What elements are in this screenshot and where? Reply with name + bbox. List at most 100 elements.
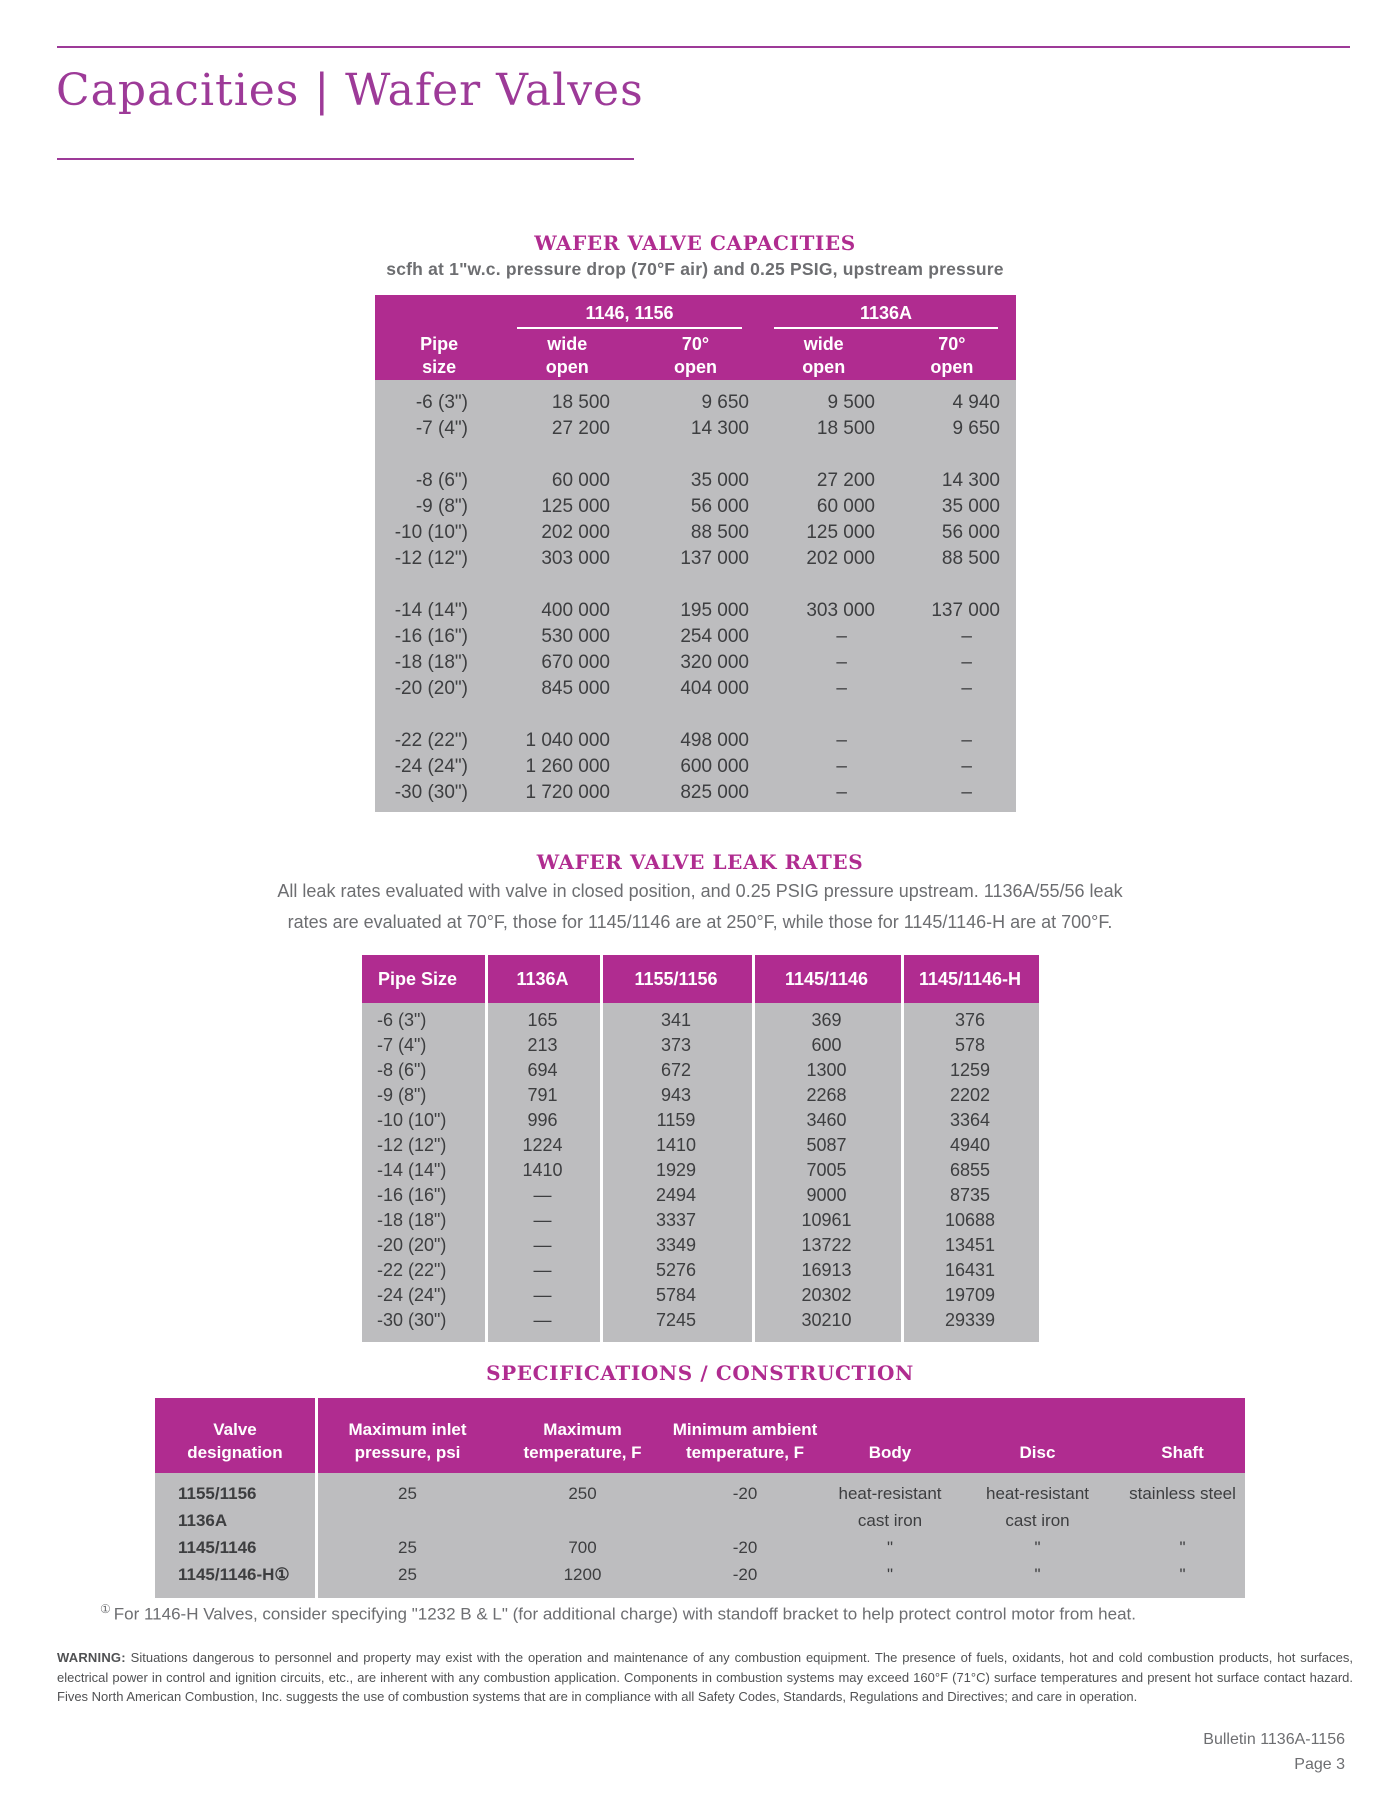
table-cell: 369 [811,1010,842,1030]
capacities-header-cell: 70° open [888,333,1016,379]
specifications-header-cell: Minimum ambient temperature, F [665,1398,825,1473]
table-cell [500,1507,665,1534]
table-cell: 25 [398,1565,417,1584]
table-cell: 4940 [949,1135,991,1155]
table-cell: 88 500 [941,548,1000,569]
page-footer: Bulletin 1136A-1156 Page 3 [1203,1727,1345,1777]
table-cell [1120,1507,1245,1534]
table-cell: — [533,1235,552,1255]
table-cell: 404 000 [680,678,749,699]
table-cell: -14 (14") [394,600,468,621]
table-cell: 996 [527,1110,558,1130]
header-line: Valve [213,1420,257,1439]
table-cell: 9 500 [827,392,875,413]
table-cell: 4 940 [952,392,1000,413]
leak-rates-section-title: WAFER VALVE LEAK RATES [536,850,864,874]
column-group-1146-1156: 1146, 1156 [517,302,742,329]
table-cell: " [1179,1565,1186,1584]
table-cell: 195 000 [680,600,749,621]
footnote: ① For 1146-H Valves, consider specifying … [100,1602,1360,1625]
specifications-table: Valve designation Maximum inlet pressure, p… [155,1398,1245,1598]
table-cell: 825 000 [680,782,749,803]
header-line: Minimum ambient [672,1420,818,1439]
table-cell: 1300 [806,1060,847,1080]
header-line: designation [187,1443,283,1462]
table-cell: – [836,652,847,673]
table-cell: 1 720 000 [525,782,610,803]
table-cell: -18 (18") [394,652,468,673]
table-cell: — [533,1285,552,1305]
table-cell: 88 500 [690,522,749,543]
table-row: -24 (24") 1 260 000 600 000 – – [375,754,1000,780]
table-cell: " [1034,1538,1041,1557]
table-row: -8 (6") 694 672 1300 1259 [362,1058,1039,1083]
table-cell: 943 [660,1085,692,1105]
table-row: -9 (8") 791 943 2268 2202 [362,1083,1039,1108]
table-cell: 202 000 [806,548,875,569]
specifications-header-cell: Disc [955,1398,1120,1473]
table-cell: -16 (16") [394,626,468,647]
table-cell: — [533,1210,552,1230]
warning-label: WARNING: [57,1650,126,1665]
table-cell: – [836,730,847,751]
table-cell: 3460 [806,1110,847,1130]
table-row: -20 (20") — 3349 13722 13451 [362,1233,1039,1258]
table-cell: -16 (16") [377,1185,447,1205]
table-cell: " [1034,1565,1041,1584]
header-line: Maximum inlet [348,1420,467,1439]
table-cell: 303 000 [541,548,610,569]
table-cell: – [961,756,972,777]
table-cell: 16431 [944,1260,996,1280]
table-cell: -20 [732,1538,758,1557]
footnote-symbol: ① [100,1602,111,1616]
table-cell: 3364 [949,1110,991,1130]
table-cell: -20 [732,1565,758,1584]
table-cell: 5784 [655,1285,697,1305]
table-row: -16 (16") — 2494 9000 8735 [362,1183,1039,1208]
table-cell: 30210 [801,1310,852,1330]
table-cell: 250 [568,1484,597,1503]
table-row: -14 (14") 1410 1929 7005 6855 [362,1158,1039,1183]
table-cell: 56 000 [941,522,1000,543]
table-row: -22 (22") 1 040 000 498 000 – – [375,728,1000,754]
table-row: -12 (12") 303 000 137 000 202 000 88 500 [375,546,1000,572]
header-line: temperature, F [523,1443,642,1462]
leak-rates-header-cell: 1145/1146 [784,968,869,989]
table-cell: – [961,730,972,751]
table-cell: 3337 [655,1210,697,1230]
table-cell: 672 [660,1060,692,1080]
capacities-header-labels: Pipe size wide open 70° open wide open 70° open [375,329,1016,379]
footer-bulletin: Bulletin 1136A-1156 [1203,1731,1345,1748]
table-cell: 700 [568,1538,597,1557]
table-cell: — [533,1310,552,1330]
table-cell: 60 000 [816,496,875,517]
table-cell: 670 000 [541,652,610,673]
table-cell: 2202 [949,1085,991,1105]
table-cell: 29339 [944,1310,996,1330]
header-line: size [422,357,457,377]
table-cell: — [533,1260,552,1280]
capacities-header-groups: 1146, 1156 1136A [375,295,1016,329]
table-cell: 19709 [944,1285,996,1305]
table-row: -18 (18") — 3337 10961 10688 [362,1208,1039,1233]
leak-rates-description: All leak rates evaluated with valve in c… [150,876,1250,938]
specifications-section-title: SPECIFICATIONS / CONSTRUCTION [486,1361,914,1385]
table-cell: 845 000 [541,678,610,699]
header-spacer [375,302,503,329]
table-cell: 25 [398,1538,417,1557]
table-cell: 694 [527,1060,558,1080]
capacities-header-cell: Pipe size [375,333,503,379]
header-line: Shaft [1161,1443,1204,1462]
row-group-gap [375,702,1000,728]
table-cell: 3349 [655,1235,697,1255]
table-cell: -12 (12") [394,548,468,569]
table-cell: – [961,782,972,803]
table-row: -6 (3") 18 500 9 650 9 500 4 940 [375,390,1000,416]
table-cell: 14 300 [941,470,1000,491]
table-cell: – [961,626,972,647]
table-cell: -10 (10") [377,1110,447,1130]
table-cell: 1224 [522,1135,563,1155]
table-cell: 13451 [944,1235,996,1255]
table-cell: 16913 [801,1260,852,1280]
table-cell: -22 (22") [394,730,468,751]
